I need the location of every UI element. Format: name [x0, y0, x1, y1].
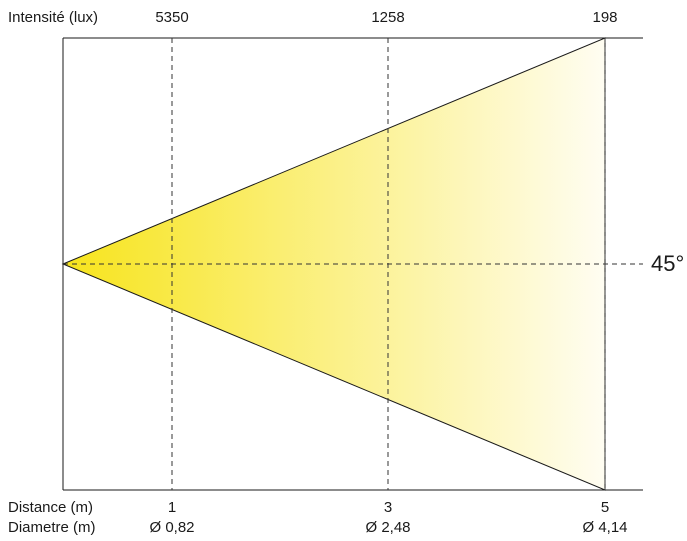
diameter-row-label: Diametre (m) — [8, 519, 96, 536]
diameter-value-1: Ø 0,82 — [149, 519, 195, 536]
distance-value-5: 5 — [600, 499, 610, 516]
beam-angle-label: 45° — [651, 251, 685, 276]
intensity-header-label: Intensité (lux) — [8, 9, 99, 26]
diameter-value-3: Ø 2,48 — [365, 519, 411, 536]
distance-value-1: 1 — [167, 499, 177, 516]
distance-value-3: 3 — [383, 499, 393, 516]
distance-row-label: Distance (m) — [8, 499, 94, 516]
intensity-value-1: 5350 — [155, 9, 189, 26]
intensity-value-5: 198 — [592, 9, 618, 26]
diameter-value-5: Ø 4,14 — [582, 519, 628, 536]
intensity-value-3: 1258 — [371, 9, 405, 26]
